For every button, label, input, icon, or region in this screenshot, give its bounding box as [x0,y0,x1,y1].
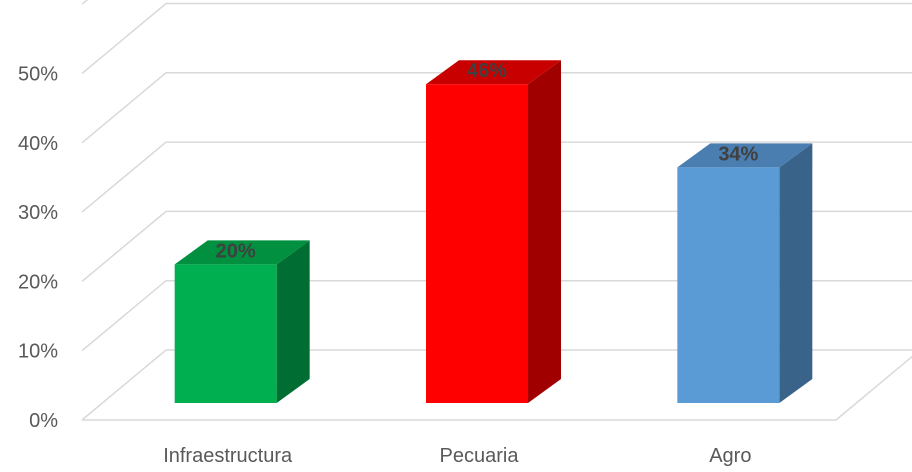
y-tick-label: 50% [18,64,58,86]
bar-agro [677,143,813,403]
gridline [81,349,912,421]
bar-side-face [276,240,310,403]
data-label-agro: 34% [718,143,758,165]
y-tick-label: 40% [18,133,58,155]
bar-front-face [426,84,528,403]
y-tick-label: 30% [18,202,58,224]
y-axis-ticks: 0% 10% 20% 30% 40% 50% [18,64,58,433]
gridline [81,210,912,282]
bar-top-face [426,60,561,85]
category-label-agro: Agro [709,445,751,467]
x-axis-categories: Infraestructura Pecuaria Agro [163,445,751,467]
bar-top-face [174,240,310,265]
floor-right-edge [835,355,912,421]
gridline [81,72,912,144]
bar-top-face [677,143,813,168]
data-label-pecuaria: 46% [467,60,507,82]
bar-pecuaria [426,60,561,403]
gridline [81,279,912,352]
data-label-infraestructura: 20% [216,240,256,262]
gridline [81,2,912,75]
category-label-pecuaria: Pecuaria [440,445,520,467]
data-labels: 20% 46% 34% [216,60,759,262]
y-tick-label: 0% [29,410,58,432]
bar-side-face [779,143,813,403]
category-label-infraestructura: Infraestructura [163,445,293,467]
gridlines [81,0,912,421]
y-tick-label: 10% [18,341,58,363]
bar-infraestructura [174,240,310,403]
y-tick-label: 20% [18,271,58,293]
bar-front-face [174,264,277,403]
bar-side-face [528,60,561,403]
bars [174,60,813,403]
bar-front-face [677,167,780,403]
gridline [81,141,912,213]
